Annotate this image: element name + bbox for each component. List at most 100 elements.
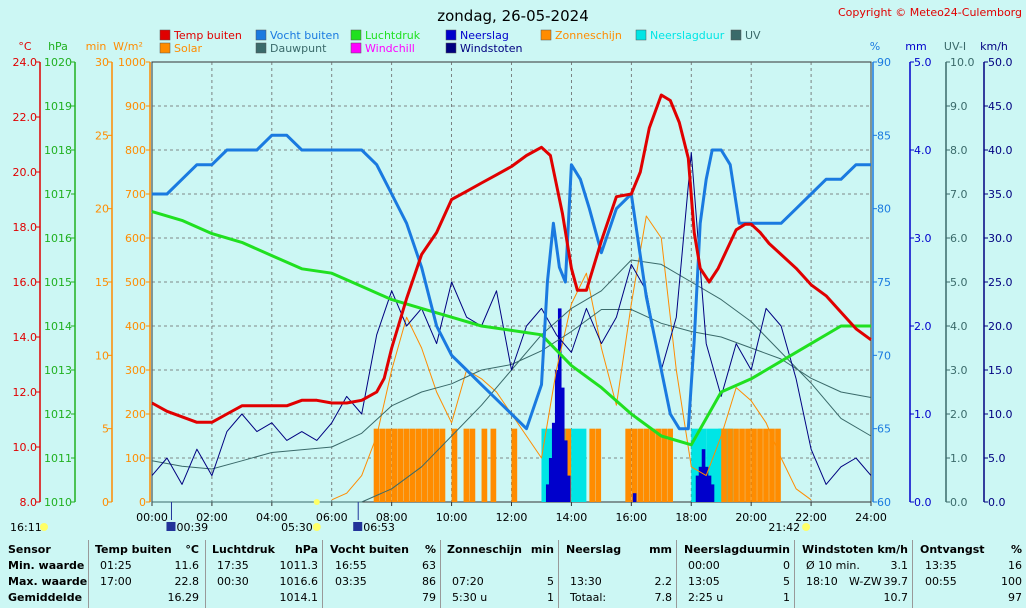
axis-label-rain: 0.0 [914, 496, 932, 509]
axis-label-wind: 10.0 [988, 408, 1013, 421]
legend-label: Zonneschijn [555, 29, 622, 42]
table-separator [322, 540, 323, 608]
bar-neerslag [551, 422, 556, 502]
axis-label-rain: 4.0 [914, 144, 932, 157]
axis-label-uv: 4.0 [950, 320, 968, 333]
sunrise-dot [313, 499, 320, 505]
table-header-unit: hPa [294, 543, 318, 556]
bar-zonneschijn [511, 428, 518, 502]
table-cell-value: 79 [422, 591, 436, 604]
table-cell-time: 5:30 u [452, 591, 488, 604]
axis-label-pressure: 1016 [44, 232, 72, 245]
series-temp-buiten [151, 93, 872, 424]
table-cell-value: 10.7 [883, 591, 909, 604]
table-cell-value: 11.6 [174, 559, 200, 572]
legend: Temp buiten Vocht buiten Luchtdruk Neerslag… [159, 29, 761, 55]
bar-zonneschijn [643, 428, 650, 502]
axis-unit-humidity: % [870, 40, 880, 53]
series-solar [331, 215, 812, 501]
table-cell-value: 5 [783, 575, 790, 588]
bar-zonneschijn [451, 428, 458, 502]
legend-swatch [445, 29, 457, 41]
axis-label-sunmin: 0 [102, 496, 109, 509]
axis-label-humidity: 60 [877, 496, 891, 509]
axis-unit-uv: UV-I [944, 40, 966, 53]
table-cell-value: 63 [422, 559, 436, 572]
time-label: 18:00 [675, 511, 707, 524]
bar-neerslag [566, 475, 571, 502]
weather-chart: zondag, 26-05-2024 Copyright © Meteo24-C… [10, 6, 1022, 534]
legend-label: UV [745, 29, 761, 42]
bar-zonneschijn [733, 428, 739, 502]
table-cell-time: Totaal: [570, 591, 607, 604]
table-header-unit: % [1010, 543, 1022, 556]
axis-label-solar: 0 [139, 496, 146, 509]
axis-label-humidity: 85 [877, 129, 891, 142]
time-label: 12:00 [496, 511, 528, 524]
bar-zonneschijn [649, 428, 656, 502]
legend-swatch [159, 29, 171, 41]
axis-unit-solar: W/m² [113, 40, 143, 53]
bar-zonneschijn [421, 428, 428, 502]
legend-swatch [350, 42, 362, 54]
bar-zonneschijn [403, 428, 410, 502]
table-header: Neerslagduur [684, 543, 769, 556]
bar-zonneschijn [589, 428, 596, 502]
table-header: Windstoten [802, 543, 874, 556]
table-cell-time: 17:35 [217, 559, 249, 572]
table-cell-value: 16 [1008, 559, 1022, 572]
axis-label-humidity: 70 [877, 349, 891, 362]
bar-zonneschijn [631, 428, 638, 502]
table-cell-value: 1 [547, 591, 554, 604]
axis-label-rain: 1.0 [914, 408, 932, 421]
table-cell-value: 1014.1 [279, 591, 319, 604]
legend-label: Vocht buiten [270, 29, 339, 42]
plot-area [151, 93, 872, 503]
table-cell-value: 97 [1008, 591, 1022, 604]
bar-zonneschijn [397, 428, 404, 502]
axis-label-temp: 14.0 [13, 331, 38, 344]
bar-neerslag [701, 449, 706, 502]
table-cell-time: 13:30 [570, 575, 602, 588]
bar-zonneschijn [490, 428, 497, 502]
table-cell-value: 1016.6 [279, 575, 319, 588]
table-cell-value: 7.8 [654, 591, 673, 604]
axis-label-uv: 8.0 [950, 144, 968, 157]
bar-zonneschijn [373, 428, 380, 502]
axis-label-uv: 1.0 [950, 452, 968, 465]
sun-icon [802, 523, 811, 531]
axis-label-pressure: 1013 [44, 364, 72, 377]
table-cell-time: 00:00 [688, 559, 720, 572]
table-header-unit: mm [649, 543, 672, 556]
copyright: Copyright © Meteo24-Culemborg [838, 6, 1022, 19]
time-label: 00:00 [136, 511, 168, 524]
legend-swatch [635, 29, 647, 41]
series-dauwpunt [151, 309, 872, 470]
bar-zonneschijn [595, 428, 602, 502]
axis-label-uv: 0.0 [950, 496, 968, 509]
moonrise-time: 00:39 [176, 521, 208, 534]
legend-label: Neerslag [460, 29, 509, 42]
bar-neerslag [707, 475, 712, 502]
axis-label-pressure: 1011 [44, 452, 72, 465]
bar-zonneschijn [667, 428, 673, 502]
bar-zonneschijn [763, 428, 769, 502]
time-label: 06:00 [316, 511, 348, 524]
moon-icon [353, 522, 363, 531]
bar-neerslag [698, 466, 703, 502]
legend-swatch [255, 29, 267, 41]
table-cell-direction: W-ZW [849, 575, 882, 588]
bar-zonneschijn [727, 428, 733, 502]
table-cell-time: Ø 10 min. [806, 559, 860, 572]
bar-neerslag [557, 308, 562, 502]
moon-left-time: 16:11 [10, 521, 42, 534]
table-cell-value: 100 [1001, 575, 1022, 588]
axis-label-temp: 12.0 [13, 386, 38, 399]
axis-label-humidity: 90 [877, 56, 891, 69]
axis-label-wind: 20.0 [988, 320, 1013, 333]
axis-label-sunmin: 15 [95, 276, 109, 289]
axis-label-pressure: 1018 [44, 144, 72, 157]
legend-swatch [445, 42, 457, 54]
axis-label-temp: 10.0 [13, 441, 38, 454]
time-label: 10:00 [436, 511, 468, 524]
